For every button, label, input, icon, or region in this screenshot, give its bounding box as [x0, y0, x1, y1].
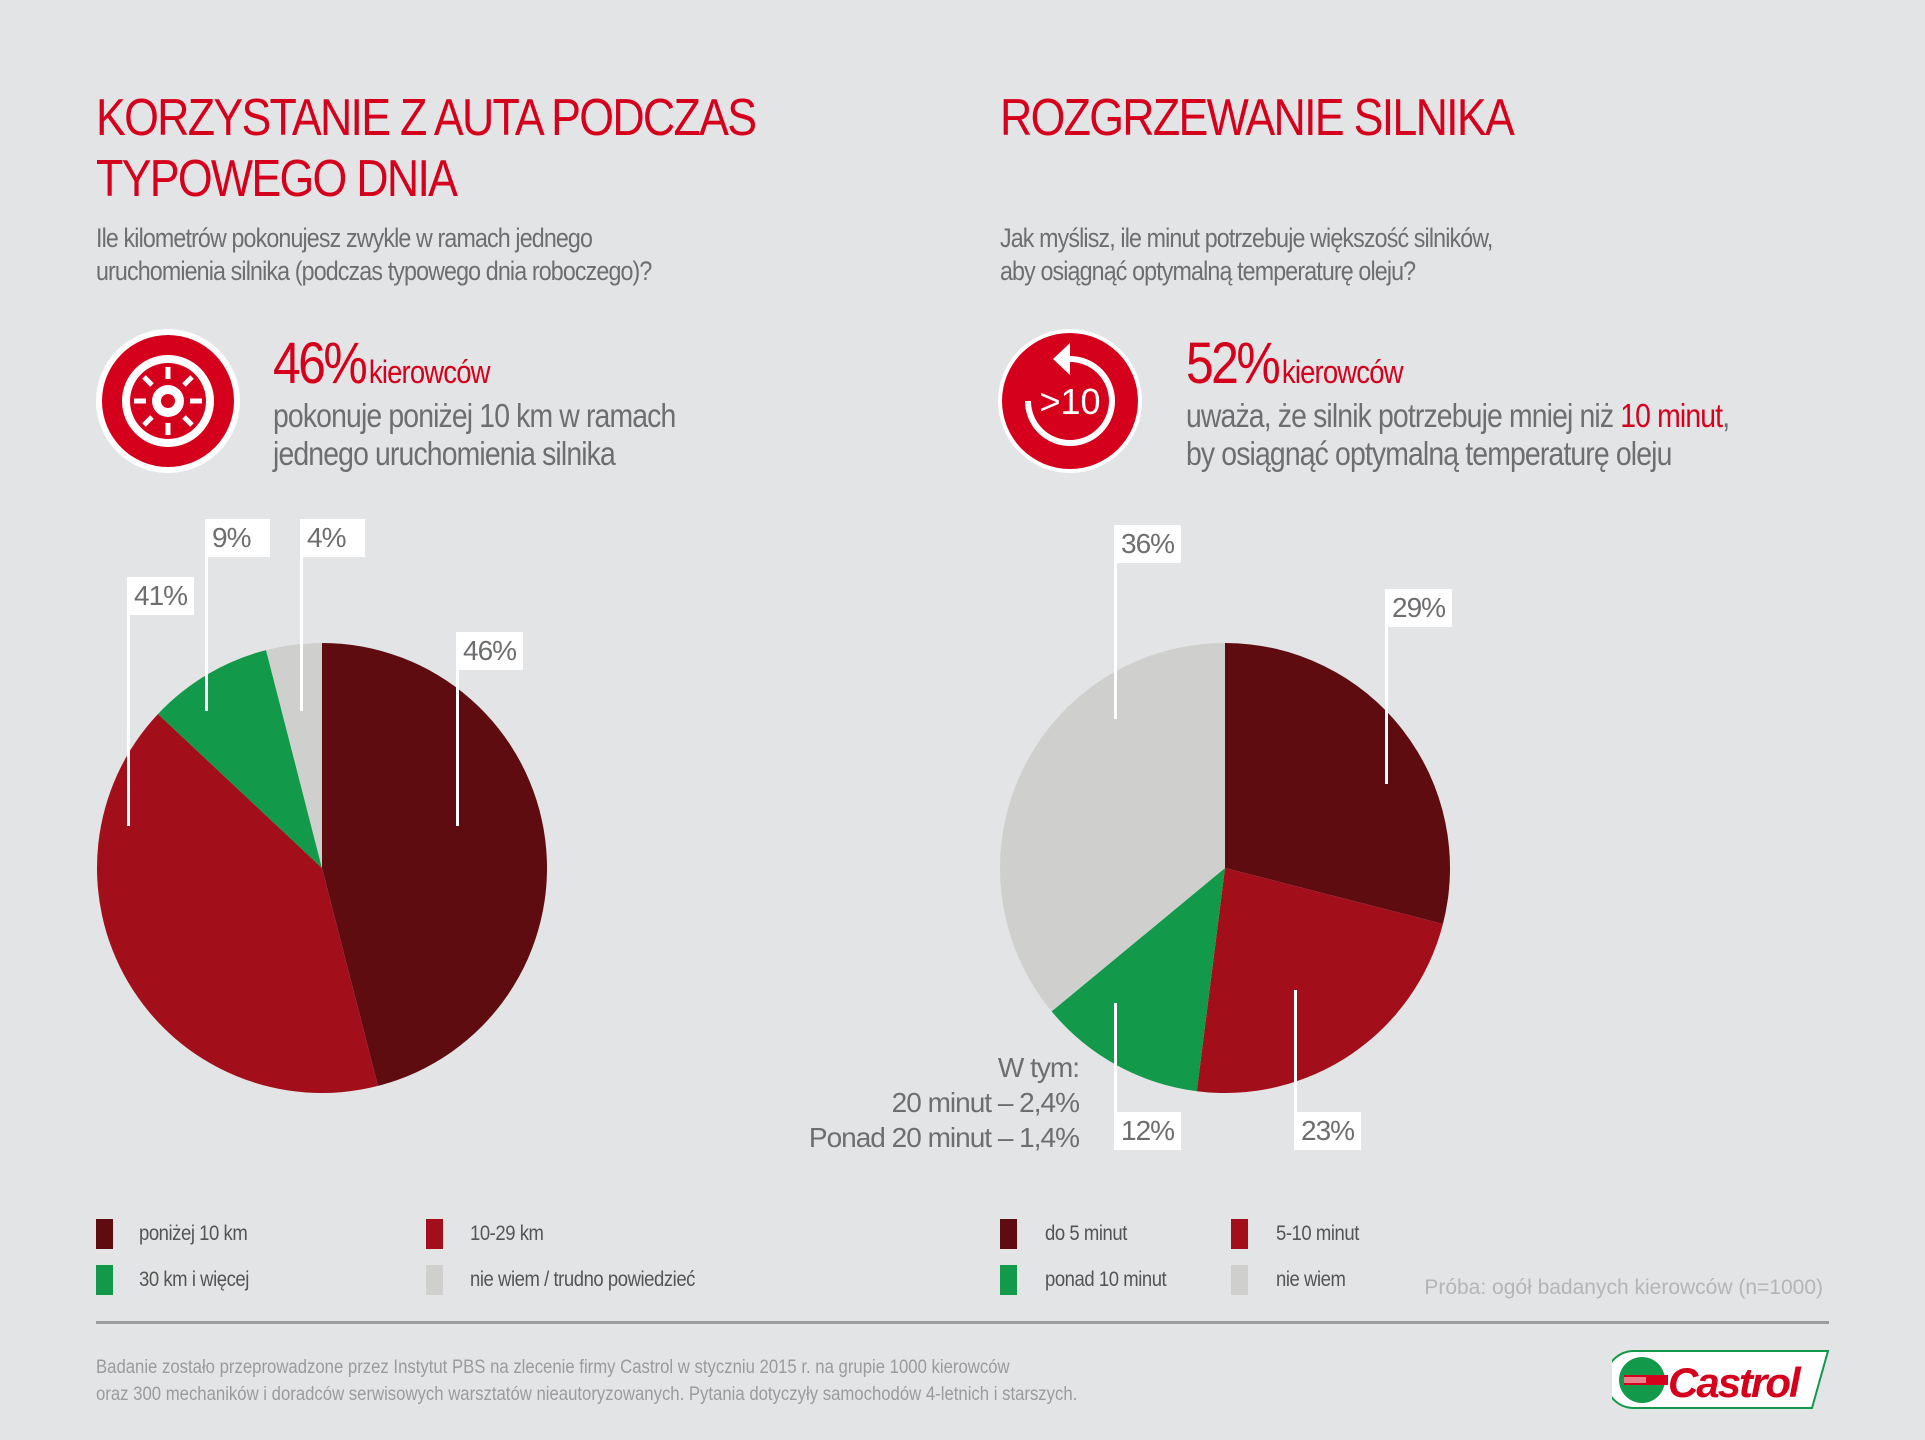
- label-leader-line: [1385, 626, 1388, 784]
- footer-divider: [96, 1321, 1829, 1324]
- legend-label: do 5 minut: [1045, 1222, 1127, 1245]
- pie1-label-below10: 46%: [456, 632, 524, 670]
- legend-label: ponad 10 minut: [1045, 1268, 1167, 1291]
- pie1-label-30plus: 9%: [205, 519, 270, 557]
- label-leader-line: [1114, 561, 1117, 719]
- note-line1: W tym:: [997, 1052, 1080, 1083]
- pie1-slice-3: [266, 643, 322, 868]
- legend-swatch-red: [1231, 1219, 1248, 1249]
- note-line3: Ponad 20 minut – 1,4%: [808, 1122, 1080, 1153]
- label-leader-line: [300, 555, 303, 711]
- left-title-line2: TYPOWEGO DNIA: [96, 150, 458, 208]
- label-leader-line: [1294, 990, 1297, 1113]
- right-stat-highlight: 10 minut: [1620, 397, 1723, 434]
- legend-label: 30 km i więcej: [139, 1268, 249, 1291]
- pie1-slice-0: [322, 643, 547, 1086]
- right-title-line: ROZGRZEWANIE SILNIKA: [1000, 89, 1515, 147]
- tyre-icon: [96, 329, 240, 473]
- left-question: Ile kilometrów pokonujesz zwykle w ramac…: [96, 222, 652, 288]
- sample-note: Próba: ogół badanych kierowców (n=1000): [1424, 1276, 1823, 1299]
- pie2-label-5-10: 23%: [1294, 1112, 1362, 1150]
- right-title: ROZGRZEWANIE SILNIKA: [1000, 88, 1515, 149]
- pie2-label-5min: 29%: [1385, 589, 1453, 627]
- legend-swatch-dark: [1000, 1219, 1017, 1249]
- pie2-slice-3: [999, 642, 1225, 1012]
- castrol-logo: Castrol: [1612, 1350, 1830, 1409]
- label-leader-line: [1114, 1003, 1117, 1113]
- right-question-line1: Jak myślisz, ile minut potrzebuje większ…: [1000, 223, 1493, 253]
- legend-swatch-gray: [1231, 1265, 1248, 1295]
- note-line2: 20 minut – 2,4%: [891, 1087, 1080, 1118]
- legend-label: 10-29 km: [470, 1222, 544, 1245]
- left-title-line1: KORZYSTANIE Z AUTA PODCZAS: [96, 89, 757, 147]
- pie1-slice-2: [157, 650, 322, 868]
- pie1-label-10-29: 41%: [127, 577, 195, 615]
- left-question-line1: Ile kilometrów pokonujesz zwykle w ramac…: [96, 223, 593, 253]
- pie1-slice-1: [97, 713, 378, 1093]
- legend-swatch-green: [1000, 1265, 1017, 1295]
- legend-swatch-red: [426, 1219, 443, 1249]
- left-stat-value: 46%: [273, 331, 368, 396]
- footer-line1: Badanie zostało przeprowadzone przez Ins…: [96, 1357, 1010, 1378]
- left-stat-unit: kierowców: [368, 354, 491, 390]
- left-stat-desc2: jednego uruchomienia silnika: [273, 435, 616, 472]
- right-stat-value: 52%: [1186, 331, 1281, 396]
- legend-label: nie wiem: [1276, 1268, 1346, 1291]
- timer-arrow-icon: >10: [998, 329, 1142, 473]
- legend-swatch-dark: [96, 1219, 113, 1249]
- left-title: KORZYSTANIE Z AUTA PODCZAS TYPOWEGO DNIA: [96, 88, 757, 210]
- legend-label: 5-10 minut: [1276, 1222, 1359, 1245]
- pie2-label-unknown: 36%: [1114, 525, 1182, 563]
- left-stat-desc1: pokonuje poniżej 10 km w ramach: [273, 397, 676, 434]
- pie2-slice-0: [1225, 643, 1450, 924]
- pie2-label-10plus: 12%: [1114, 1112, 1182, 1150]
- label-leader-line: [127, 614, 130, 826]
- pie2-slice-1: [1196, 868, 1443, 1094]
- label-leader-line: [205, 555, 208, 711]
- legend-swatch-gray: [426, 1265, 443, 1295]
- footer-line2: oraz 300 mechaników i doradców serwisowy…: [96, 1384, 1078, 1405]
- left-question-line2: uruchomienia silnika (podczas typowego d…: [96, 256, 652, 286]
- footer-text: Badanie zostało przeprowadzone przez Ins…: [96, 1354, 1077, 1408]
- label-leader-line: [456, 669, 459, 826]
- legend-swatch-green: [96, 1265, 113, 1295]
- timer-icon-text: >10: [1039, 381, 1100, 422]
- logo-text: Castrol: [1668, 1359, 1802, 1406]
- pie2-slice-2: [1051, 868, 1225, 1092]
- right-stat-unit: kierowców: [1281, 354, 1404, 390]
- right-stat-desc2: by osiągnąć optymalną temperaturę oleju: [1186, 435, 1672, 472]
- right-question-line2: aby osiągnąć optymalną temperaturę oleju…: [1000, 256, 1416, 286]
- right-stat: 52% kierowców uważa, że silnik potrzebuj…: [1186, 330, 1730, 473]
- pie1-label-unknown: 4%: [300, 519, 365, 557]
- pie2-note: W tym: 20 minut – 2,4% Ponad 20 minut – …: [808, 1050, 1080, 1155]
- legend-label: poniżej 10 km: [139, 1222, 248, 1245]
- right-stat-desc-post: ,: [1722, 397, 1730, 434]
- left-stat: 46% kierowców pokonuje poniżej 10 km w r…: [273, 330, 676, 473]
- legend-label: nie wiem / trudno powiedzieć: [470, 1268, 695, 1291]
- right-stat-desc-pre: uważa, że silnik potrzebuje mniej niż: [1186, 397, 1621, 434]
- right-question: Jak myślisz, ile minut potrzebuje większ…: [1000, 222, 1493, 288]
